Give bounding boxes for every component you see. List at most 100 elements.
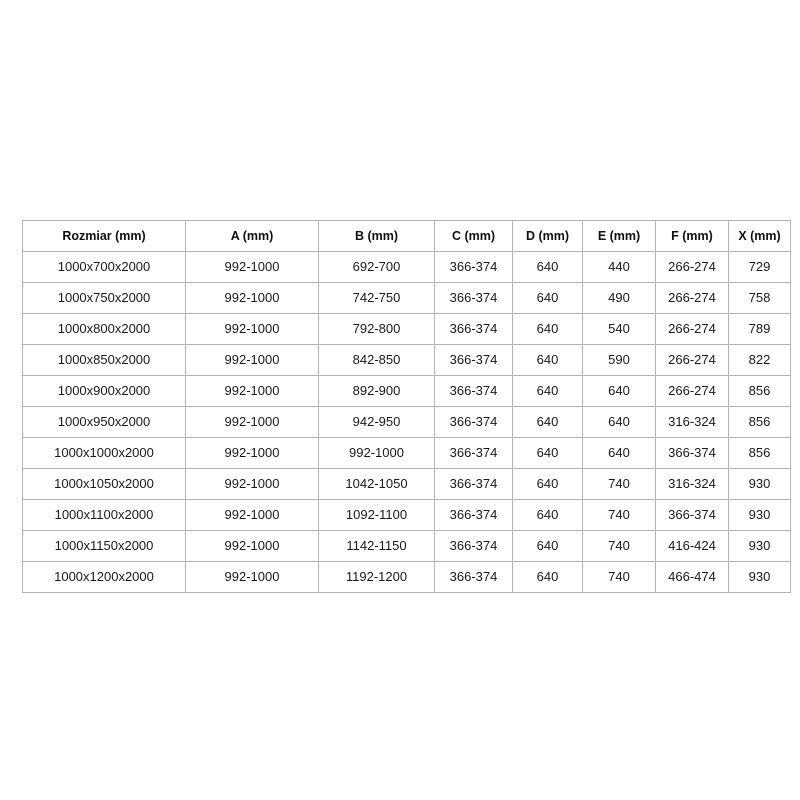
cell-a: 992-1000 xyxy=(185,437,319,469)
table-row: 1000x750x2000 992-1000 742-750 366-374 6… xyxy=(22,282,791,314)
cell-d: 640 xyxy=(512,282,583,314)
table-row: 1000x1050x2000 992-1000 1042-1050 366-37… xyxy=(22,468,791,500)
table-body: 1000x700x2000 992-1000 692-700 366-374 6… xyxy=(22,251,791,593)
cell-b: 742-750 xyxy=(318,282,435,314)
column-header-b: B (mm) xyxy=(318,220,435,252)
cell-f: 366-374 xyxy=(655,437,729,469)
table-row: 1000x1000x2000 992-1000 992-1000 366-374… xyxy=(22,437,791,469)
cell-x: 930 xyxy=(728,530,791,562)
table-header-row: Rozmiar (mm) A (mm) B (mm) C (mm) D (mm)… xyxy=(22,220,791,252)
cell-x: 930 xyxy=(728,561,791,593)
cell-f: 416-424 xyxy=(655,530,729,562)
cell-c: 366-374 xyxy=(434,499,513,531)
cell-a: 992-1000 xyxy=(185,313,319,345)
cell-d: 640 xyxy=(512,499,583,531)
cell-e: 440 xyxy=(582,251,656,283)
cell-size: 1000x700x2000 xyxy=(22,251,186,283)
column-header-d: D (mm) xyxy=(512,220,583,252)
cell-d: 640 xyxy=(512,530,583,562)
cell-d: 640 xyxy=(512,313,583,345)
cell-e: 740 xyxy=(582,468,656,500)
cell-e: 740 xyxy=(582,499,656,531)
cell-size: 1000x1100x2000 xyxy=(22,499,186,531)
cell-b: 1192-1200 xyxy=(318,561,435,593)
column-header-e: E (mm) xyxy=(582,220,656,252)
cell-d: 640 xyxy=(512,344,583,376)
cell-e: 590 xyxy=(582,344,656,376)
table-row: 1000x1150x2000 992-1000 1142-1150 366-37… xyxy=(22,530,791,562)
cell-b: 942-950 xyxy=(318,406,435,438)
cell-size: 1000x1000x2000 xyxy=(22,437,186,469)
table-row: 1000x1100x2000 992-1000 1092-1100 366-37… xyxy=(22,499,791,531)
cell-a: 992-1000 xyxy=(185,282,319,314)
cell-c: 366-374 xyxy=(434,344,513,376)
cell-x: 758 xyxy=(728,282,791,314)
cell-c: 366-374 xyxy=(434,561,513,593)
cell-f: 316-324 xyxy=(655,468,729,500)
cell-c: 366-374 xyxy=(434,375,513,407)
cell-f: 266-274 xyxy=(655,282,729,314)
cell-f: 266-274 xyxy=(655,344,729,376)
cell-size: 1000x800x2000 xyxy=(22,313,186,345)
column-header-x: X (mm) xyxy=(728,220,791,252)
cell-f: 266-274 xyxy=(655,313,729,345)
cell-d: 640 xyxy=(512,437,583,469)
cell-x: 930 xyxy=(728,499,791,531)
cell-size: 1000x850x2000 xyxy=(22,344,186,376)
table-row: 1000x800x2000 992-1000 792-800 366-374 6… xyxy=(22,313,791,345)
cell-f: 316-324 xyxy=(655,406,729,438)
cell-a: 992-1000 xyxy=(185,499,319,531)
cell-b: 692-700 xyxy=(318,251,435,283)
column-header-size: Rozmiar (mm) xyxy=(22,220,186,252)
cell-a: 992-1000 xyxy=(185,406,319,438)
cell-e: 490 xyxy=(582,282,656,314)
column-header-c: C (mm) xyxy=(434,220,513,252)
cell-c: 366-374 xyxy=(434,437,513,469)
cell-c: 366-374 xyxy=(434,530,513,562)
cell-x: 789 xyxy=(728,313,791,345)
cell-x: 729 xyxy=(728,251,791,283)
cell-a: 992-1000 xyxy=(185,530,319,562)
column-header-a: A (mm) xyxy=(185,220,319,252)
cell-a: 992-1000 xyxy=(185,561,319,593)
cell-d: 640 xyxy=(512,375,583,407)
table-header: Rozmiar (mm) A (mm) B (mm) C (mm) D (mm)… xyxy=(22,220,791,252)
cell-b: 842-850 xyxy=(318,344,435,376)
cell-size: 1000x1200x2000 xyxy=(22,561,186,593)
cell-x: 822 xyxy=(728,344,791,376)
cell-e: 740 xyxy=(582,561,656,593)
cell-size: 1000x900x2000 xyxy=(22,375,186,407)
cell-e: 540 xyxy=(582,313,656,345)
cell-e: 740 xyxy=(582,530,656,562)
table-row: 1000x850x2000 992-1000 842-850 366-374 6… xyxy=(22,344,791,376)
cell-f: 266-274 xyxy=(655,375,729,407)
cell-f: 366-374 xyxy=(655,499,729,531)
cell-e: 640 xyxy=(582,406,656,438)
cell-b: 1092-1100 xyxy=(318,499,435,531)
cell-c: 366-374 xyxy=(434,282,513,314)
table-row: 1000x950x2000 992-1000 942-950 366-374 6… xyxy=(22,406,791,438)
cell-size: 1000x1050x2000 xyxy=(22,468,186,500)
cell-c: 366-374 xyxy=(434,251,513,283)
cell-d: 640 xyxy=(512,251,583,283)
cell-x: 856 xyxy=(728,437,791,469)
cell-d: 640 xyxy=(512,468,583,500)
cell-size: 1000x1150x2000 xyxy=(22,530,186,562)
specification-table-container: Rozmiar (mm) A (mm) B (mm) C (mm) D (mm)… xyxy=(22,220,791,593)
cell-x: 856 xyxy=(728,406,791,438)
column-header-f: F (mm) xyxy=(655,220,729,252)
cell-a: 992-1000 xyxy=(185,344,319,376)
cell-c: 366-374 xyxy=(434,313,513,345)
cell-b: 1042-1050 xyxy=(318,468,435,500)
cell-c: 366-374 xyxy=(434,468,513,500)
table-row: 1000x1200x2000 992-1000 1192-1200 366-37… xyxy=(22,561,791,593)
cell-d: 640 xyxy=(512,561,583,593)
cell-b: 992-1000 xyxy=(318,437,435,469)
table-row: 1000x700x2000 992-1000 692-700 366-374 6… xyxy=(22,251,791,283)
cell-a: 992-1000 xyxy=(185,375,319,407)
cell-f: 266-274 xyxy=(655,251,729,283)
cell-c: 366-374 xyxy=(434,406,513,438)
cell-b: 1142-1150 xyxy=(318,530,435,562)
table-row: 1000x900x2000 992-1000 892-900 366-374 6… xyxy=(22,375,791,407)
cell-b: 892-900 xyxy=(318,375,435,407)
